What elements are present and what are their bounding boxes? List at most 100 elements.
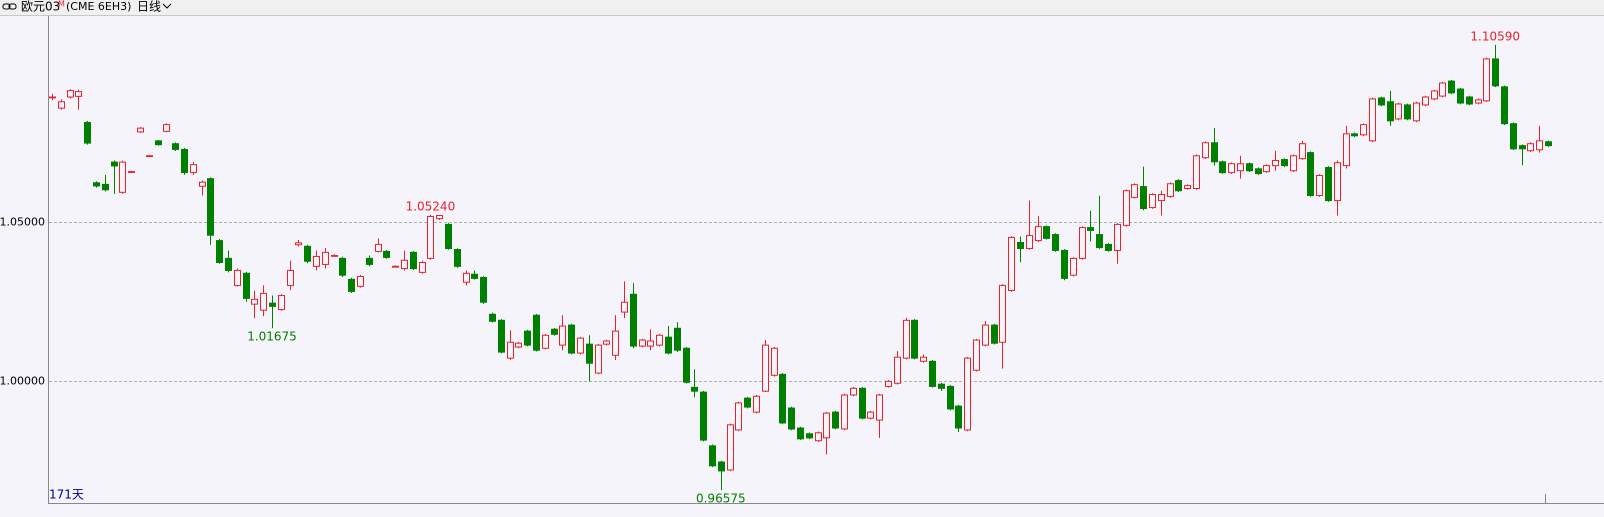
candle-body (1211, 142, 1218, 163)
candle-body (304, 245, 311, 262)
candle-body (903, 319, 910, 359)
candle-body (1290, 155, 1297, 172)
candle-body (507, 341, 514, 359)
candle-body (1501, 86, 1508, 125)
candle-body (1123, 190, 1130, 226)
candle-body (815, 432, 822, 442)
candle-body (471, 273, 478, 279)
candle-body (410, 251, 417, 270)
candle-body (973, 339, 980, 371)
candle-body (920, 356, 927, 362)
y-tick-label: 1.05000 (0, 216, 45, 229)
candle-body (727, 424, 734, 471)
candle-body (401, 259, 408, 270)
y-tick-label: 1.00000 (0, 375, 45, 388)
candle-body (999, 284, 1006, 343)
candle-body (225, 257, 232, 271)
candle-body (1413, 102, 1420, 122)
candle-body (111, 161, 118, 167)
candle-body (577, 337, 584, 354)
candle-body (718, 461, 725, 472)
candle-body (436, 215, 443, 220)
extreme-label: 1.01675 (247, 330, 297, 344)
candle-body (1431, 90, 1438, 100)
candle-body (1026, 235, 1033, 250)
candle-body (155, 140, 162, 146)
candle-body (313, 255, 320, 267)
candle-body (991, 324, 998, 344)
candle-body (427, 215, 434, 259)
candle-body (1237, 163, 1244, 172)
candle-body (49, 96, 56, 99)
extreme-label: 1.10590 (1470, 29, 1520, 43)
candle-body (260, 292, 267, 311)
candle-body (1281, 159, 1288, 167)
link-icon (2, 3, 17, 10)
candle-body (419, 262, 426, 273)
candle-body (867, 411, 874, 419)
candle-body (128, 171, 135, 173)
candle-body (137, 127, 144, 133)
candle-body (1184, 185, 1191, 189)
candle-body (911, 319, 918, 359)
candle-body (559, 325, 566, 346)
candle-body (938, 383, 945, 389)
candle-body (190, 164, 197, 174)
period-select[interactable]: 日线 (137, 0, 161, 14)
candle-body (1422, 96, 1429, 106)
candle-body (278, 295, 285, 311)
candle-body (1070, 257, 1077, 276)
candle-body (1202, 142, 1209, 159)
candle-body (841, 394, 848, 430)
candle-body (1343, 133, 1350, 167)
candle-body (1035, 226, 1042, 242)
candle-body (709, 445, 716, 467)
candle-body (216, 240, 223, 264)
candle-body (454, 248, 461, 267)
candle-body (797, 427, 804, 440)
candle-body (691, 386, 698, 392)
candle-body (84, 121, 91, 144)
candle-body (1334, 162, 1341, 202)
extreme-label: 0.96575 (696, 492, 746, 506)
candle-body (357, 275, 364, 287)
candle-body (1369, 98, 1376, 142)
candle-body (1448, 80, 1455, 94)
candle-body (1272, 160, 1279, 167)
candle-body (1105, 243, 1112, 251)
candle-body (1167, 183, 1174, 197)
candle-body (964, 357, 971, 431)
candle-body (383, 250, 390, 258)
candle-body (647, 340, 654, 347)
candle-body (1079, 227, 1086, 259)
candle-body (480, 276, 487, 303)
candle-body (823, 412, 830, 439)
candle-body (1536, 140, 1543, 151)
candle-body (463, 272, 470, 283)
candle-body (586, 343, 593, 364)
candle-body (1096, 234, 1103, 249)
candle-body (366, 257, 373, 265)
candle-body (207, 178, 214, 236)
candle-body (1158, 194, 1165, 202)
candle-body (1131, 184, 1138, 198)
candle-body (1228, 163, 1235, 174)
candle-body (199, 181, 206, 187)
candle-body (58, 101, 65, 109)
candle-body (524, 330, 531, 346)
candle-body (533, 314, 540, 351)
candle-body (1149, 194, 1156, 209)
candle-body (1527, 143, 1534, 152)
candle-body (744, 397, 751, 408)
candle-body (1316, 174, 1323, 196)
period-chevron[interactable] (162, 3, 172, 9)
contract-flag: M (58, 0, 65, 9)
candle-body (1246, 163, 1253, 172)
candle-body (339, 257, 346, 276)
candle-body (1439, 82, 1446, 97)
candle-body (762, 344, 769, 392)
candle-body (1387, 101, 1394, 122)
candle-body (1457, 88, 1464, 104)
candle-body (771, 347, 778, 376)
